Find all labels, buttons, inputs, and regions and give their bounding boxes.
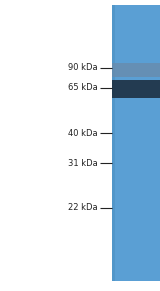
Text: 40 kDa: 40 kDa <box>68 129 98 138</box>
Bar <box>112 5 115 281</box>
Bar <box>112 5 160 281</box>
Text: 65 kDa: 65 kDa <box>68 84 98 93</box>
Bar <box>112 80 160 98</box>
Text: 31 kDa: 31 kDa <box>68 159 98 168</box>
Text: 90 kDa: 90 kDa <box>68 63 98 72</box>
Bar <box>112 63 160 77</box>
Text: 22 kDa: 22 kDa <box>68 203 98 212</box>
